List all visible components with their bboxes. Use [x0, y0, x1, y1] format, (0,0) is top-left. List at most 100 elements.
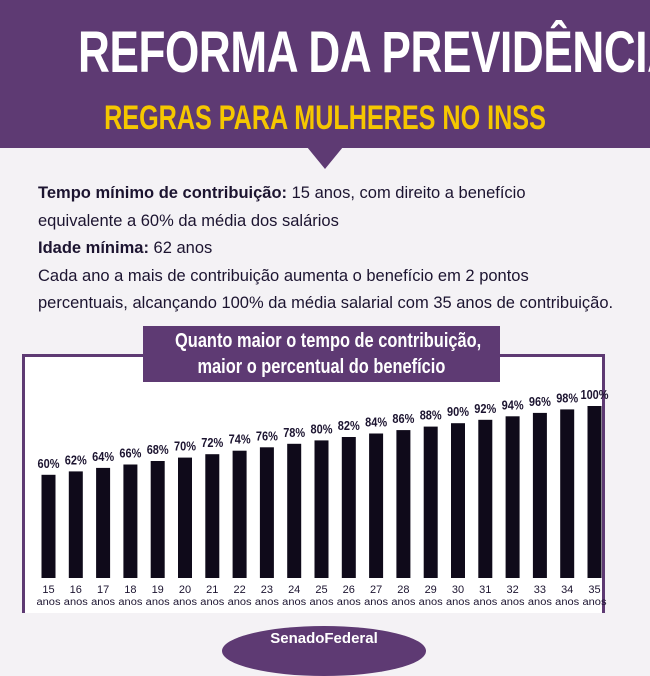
tick-unit-26: anos: [337, 597, 361, 608]
tick-label-24: 24: [288, 584, 300, 596]
tick-unit-18: anos: [118, 597, 142, 608]
bar-16: [68, 471, 83, 578]
bar-17: [96, 467, 111, 578]
value-label-31: 92%: [474, 401, 496, 416]
bar-15: [41, 474, 56, 578]
tick-label-17: 17: [97, 584, 109, 596]
tick-label-30: 30: [452, 584, 464, 596]
value-label-18: 66%: [119, 446, 141, 461]
bar-35: [587, 406, 602, 578]
tick-unit-16: anos: [64, 597, 88, 608]
value-label-34: 98%: [556, 390, 578, 405]
chart-title-box: Quanto maior o tempo de contribuição, ma…: [143, 326, 500, 382]
tick-unit-15: anos: [37, 597, 61, 608]
tick-label-21: 21: [206, 584, 218, 596]
min-contribution-text: 15 anos, com direito a benefício: [287, 184, 526, 202]
bar-28: [396, 430, 411, 578]
tick-label-28: 28: [397, 584, 409, 596]
tick-unit-32: anos: [501, 597, 525, 608]
min-contribution-label: Tempo mínimo de contribuição:: [38, 184, 288, 202]
value-label-35: 100%: [581, 387, 609, 402]
bar-18: [123, 464, 138, 578]
bar-26: [341, 437, 356, 578]
bar-chart: 60%15anos62%16anos64%17anos66%18anos68%1…: [37, 387, 609, 608]
tick-label-29: 29: [425, 584, 437, 596]
tick-unit-25: anos: [310, 597, 334, 608]
tick-label-15: 15: [42, 584, 54, 596]
min-contribution-line: Tempo mínimo de contribuição: 15 anos, c…: [38, 180, 638, 208]
bar-29: [423, 426, 438, 578]
tick-unit-22: anos: [228, 597, 252, 608]
tick-label-27: 27: [370, 584, 382, 596]
bar-34: [560, 409, 575, 578]
tick-label-32: 32: [506, 584, 518, 596]
value-label-17: 64%: [92, 449, 114, 464]
min-contribution-line-2: equivalente a 60% da média dos salários: [38, 211, 339, 230]
increase-line-1: Cada ano a mais de contribuição aumenta …: [38, 266, 529, 285]
tick-unit-21: anos: [200, 597, 224, 608]
tick-label-18: 18: [124, 584, 136, 596]
tick-label-34: 34: [561, 584, 573, 596]
min-age-label: Idade mínima:: [38, 239, 149, 257]
tick-label-19: 19: [152, 584, 164, 596]
tick-label-25: 25: [315, 584, 327, 596]
bar-21: [205, 454, 220, 578]
header-notch: [307, 147, 343, 169]
tick-unit-24: anos: [282, 597, 306, 608]
tick-unit-17: anos: [91, 597, 115, 608]
min-age-text: 62 anos: [148, 239, 213, 257]
value-label-27: 84%: [365, 415, 387, 430]
tick-label-26: 26: [343, 584, 355, 596]
value-label-24: 78%: [283, 425, 305, 440]
bar-27: [369, 433, 384, 578]
value-label-19: 68%: [147, 442, 169, 457]
tick-unit-30: anos: [446, 597, 470, 608]
tick-label-33: 33: [534, 584, 546, 596]
tick-unit-31: anos: [473, 597, 497, 608]
tick-unit-29: anos: [419, 597, 443, 608]
tick-label-16: 16: [70, 584, 82, 596]
bar-19: [150, 461, 165, 578]
tick-unit-19: anos: [146, 597, 170, 608]
tick-label-31: 31: [479, 584, 491, 596]
value-label-21: 72%: [201, 435, 223, 450]
bar-22: [232, 450, 247, 578]
tick-label-35: 35: [588, 584, 600, 596]
bar-24: [287, 443, 302, 578]
tick-label-23: 23: [261, 584, 273, 596]
tick-unit-20: anos: [173, 597, 197, 608]
value-label-22: 74%: [229, 432, 251, 447]
value-label-30: 90%: [447, 404, 469, 419]
tick-unit-33: anos: [528, 597, 552, 608]
tick-unit-23: anos: [255, 597, 279, 608]
tick-unit-28: anos: [391, 597, 415, 608]
bar-25: [314, 440, 329, 578]
bar-32: [505, 416, 520, 578]
chart-title-line-2: maior o percentual do benefício: [197, 356, 446, 378]
bar-33: [532, 412, 547, 578]
footer-brand: SenadoFederal: [270, 630, 378, 647]
bar-31: [478, 419, 493, 578]
header-banner: [0, 0, 650, 148]
info-block: Tempo mínimo de contribuição: 15 anos, c…: [38, 180, 638, 318]
value-label-28: 86%: [392, 411, 414, 426]
value-label-16: 62%: [65, 452, 87, 467]
bar-20: [178, 457, 192, 578]
page-title: REFORMA DA PREVIDÊNCIA: [78, 20, 650, 85]
bar-30: [451, 423, 465, 578]
value-label-32: 94%: [502, 397, 524, 412]
value-label-25: 80%: [311, 421, 333, 436]
value-label-20: 70%: [174, 439, 196, 454]
tick-unit-34: anos: [555, 597, 579, 608]
tick-label-22: 22: [233, 584, 245, 596]
tick-unit-35: anos: [583, 597, 607, 608]
value-label-33: 96%: [529, 394, 551, 409]
min-age-line: Idade mínima: 62 anos: [38, 235, 638, 263]
value-label-23: 76%: [256, 428, 278, 443]
chart-title-line-1: Quanto maior o tempo de contribuição,: [175, 330, 482, 352]
increase-line-2: percentuais, alcançando 100% da média sa…: [38, 294, 614, 312]
tick-unit-27: anos: [364, 597, 388, 608]
value-label-29: 88%: [420, 408, 442, 423]
bar-23: [259, 447, 274, 578]
page-subtitle: REGRAS PARA MULHERES NO INSS: [104, 99, 546, 137]
